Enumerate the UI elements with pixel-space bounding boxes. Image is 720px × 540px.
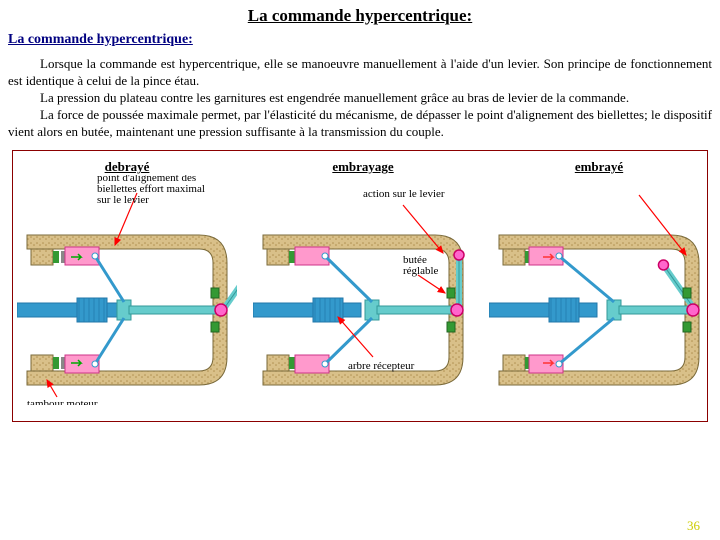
svg-text:sur le levier: sur le levier [97, 194, 149, 206]
state-label-embrayage: embrayage [253, 159, 473, 175]
svg-text:tambour moteur: tambour moteur [27, 398, 98, 405]
diagram-embrayage: action sur le levierbutéeréglablearbre r… [253, 175, 473, 405]
diagram-debraye: point d'alignement desbiellettes effort … [17, 175, 237, 405]
diagram-embraye [489, 175, 709, 405]
paragraph-2: La pression du plateau contre les garnit… [8, 90, 712, 107]
state-debraye: debrayé point d'alignement desbiellettes… [17, 159, 237, 409]
state-label-embraye: embrayé [489, 159, 709, 175]
page-number: 36 [687, 518, 700, 534]
svg-text:action sur le levier: action sur le levier [363, 188, 445, 200]
sub-title: La commande hypercentrique: [8, 32, 712, 48]
state-embrayage: embrayage action sur le levierbutéerégla… [253, 159, 473, 409]
main-title: La commande hypercentrique: [8, 6, 712, 26]
paragraph-3: La force de poussée maximale permet, par… [8, 107, 712, 141]
state-embraye: embrayé [489, 159, 709, 409]
paragraph-1: Lorsque la commande est hypercentrique, … [8, 56, 712, 90]
svg-text:réglable: réglable [403, 265, 439, 277]
diagram-container: debrayé point d'alignement desbiellettes… [12, 150, 708, 422]
svg-text:arbre récepteur: arbre récepteur [348, 360, 415, 372]
state-label-debraye: debrayé [17, 159, 237, 175]
